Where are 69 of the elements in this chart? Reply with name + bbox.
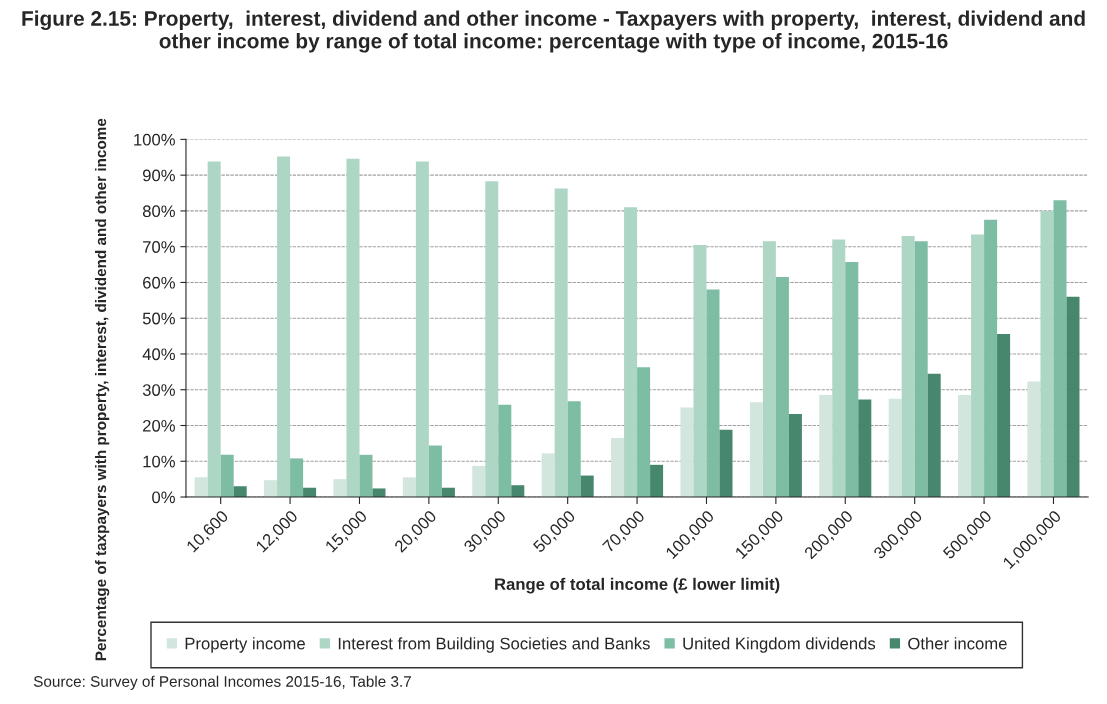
bar bbox=[402, 477, 416, 498]
bar bbox=[775, 277, 789, 498]
y-tick-label: 100% bbox=[134, 133, 175, 146]
y-tick-label: 30% bbox=[142, 384, 175, 396]
bar bbox=[485, 181, 499, 498]
bar bbox=[650, 464, 664, 498]
bar bbox=[541, 453, 555, 498]
y-tick-label: 0% bbox=[152, 491, 175, 504]
bar bbox=[554, 188, 568, 498]
bar bbox=[207, 161, 221, 498]
y-tick-label: 70% bbox=[143, 241, 175, 253]
y-tick-label: 50% bbox=[142, 312, 175, 325]
bar bbox=[958, 395, 972, 498]
bar bbox=[719, 429, 733, 498]
legend-label: United Kingdom dividends bbox=[683, 637, 876, 653]
bar bbox=[498, 404, 512, 498]
bar bbox=[706, 289, 720, 498]
bar bbox=[346, 158, 360, 498]
bar bbox=[233, 486, 247, 498]
bar bbox=[637, 367, 651, 498]
y-tick-label: 60% bbox=[143, 276, 175, 289]
bar bbox=[624, 207, 638, 498]
bar bbox=[984, 219, 998, 498]
chart-title: Figure 2.15: Property, interest, dividend and other income - Taxpayers with property, interest, dividend and other income by range of total income: percentage with type of income, 2015-16 bbox=[22, 10, 1085, 53]
y-tick-label: 20% bbox=[143, 419, 175, 432]
bar bbox=[819, 395, 833, 498]
bar bbox=[194, 477, 208, 498]
bar bbox=[567, 401, 581, 498]
bar bbox=[888, 398, 902, 498]
bar bbox=[927, 373, 941, 498]
source-note: Source: Survey of Personal Incomes 2015-16, Table 3.7 bbox=[33, 675, 411, 690]
bar bbox=[971, 234, 985, 498]
bar bbox=[1040, 210, 1054, 498]
legend-label: Interest from Building Societies and Banks bbox=[338, 637, 650, 653]
bar bbox=[1066, 296, 1080, 498]
y-tick-label: 10% bbox=[143, 455, 175, 468]
bar bbox=[832, 239, 846, 498]
bar bbox=[290, 458, 304, 498]
y-axis-title: Percentage of taxpayers with property, interest, dividend and other income bbox=[94, 118, 110, 661]
y-tick-label: 90% bbox=[142, 169, 175, 182]
bar bbox=[858, 399, 872, 498]
bar bbox=[372, 488, 386, 498]
bar bbox=[1053, 200, 1067, 498]
bar bbox=[511, 485, 525, 498]
bar bbox=[788, 414, 802, 498]
bar bbox=[611, 438, 625, 498]
bar bbox=[333, 479, 347, 498]
bar bbox=[415, 161, 429, 498]
bar bbox=[220, 454, 234, 498]
bar bbox=[359, 454, 373, 498]
x-axis-title: Range of total income (£ lower limit) bbox=[495, 577, 780, 594]
bar bbox=[845, 262, 859, 498]
bar bbox=[472, 465, 486, 498]
bar bbox=[580, 475, 594, 498]
bar bbox=[749, 402, 763, 498]
bar bbox=[693, 244, 707, 498]
bar bbox=[680, 407, 694, 498]
bar bbox=[914, 241, 928, 498]
bar bbox=[1027, 381, 1041, 498]
legend-label: Other income bbox=[908, 637, 1007, 650]
y-tick-label: 80% bbox=[142, 205, 175, 218]
legend-label: Property income bbox=[185, 637, 305, 653]
bar bbox=[762, 241, 776, 498]
bar bbox=[428, 445, 442, 498]
y-tick-label: 40% bbox=[142, 348, 175, 361]
bar bbox=[901, 235, 915, 498]
bar bbox=[997, 333, 1011, 498]
bar bbox=[277, 156, 291, 498]
bar bbox=[264, 480, 278, 498]
